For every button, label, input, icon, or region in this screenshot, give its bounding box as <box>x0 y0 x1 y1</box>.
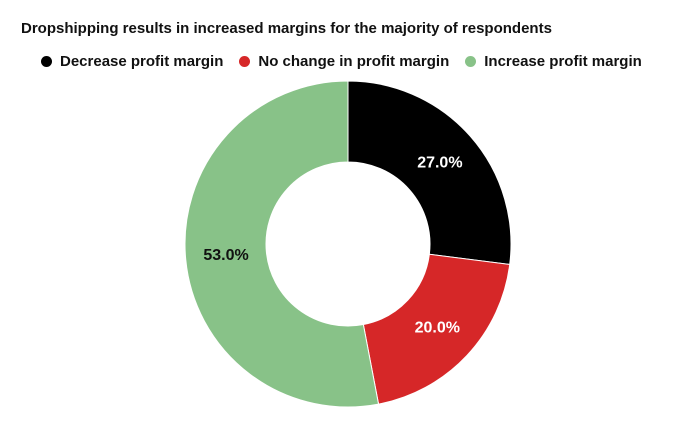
legend-item-decrease[interactable]: Decrease profit margin <box>41 53 223 70</box>
legend-marker-no-change <box>239 56 251 67</box>
legend-label-decrease: Decrease profit margin <box>60 53 224 70</box>
legend-marker-decrease <box>41 56 52 67</box>
slice-label-increase: 53.0% <box>203 247 248 264</box>
slice-no-change[interactable] <box>362 253 511 405</box>
slice-increase[interactable] <box>184 80 380 408</box>
slice-label-decrease: 27.0% <box>417 154 462 171</box>
slice-decrease[interactable] <box>347 80 512 265</box>
slice-label-no-change: 20.0% <box>415 319 460 336</box>
legend-marker-increase <box>465 56 477 67</box>
chart-title: Dropshipping results in increased margin… <box>21 20 552 37</box>
legend-label-increase: Increase profit margin <box>484 53 642 70</box>
legend-label-no-change: No change in profit margin <box>258 53 450 70</box>
legend-item-no-change[interactable]: No change in profit margin <box>239 53 449 70</box>
legend: Decrease profit margin No change in prof… <box>41 53 658 70</box>
legend-item-increase[interactable]: Increase profit margin <box>465 53 642 70</box>
